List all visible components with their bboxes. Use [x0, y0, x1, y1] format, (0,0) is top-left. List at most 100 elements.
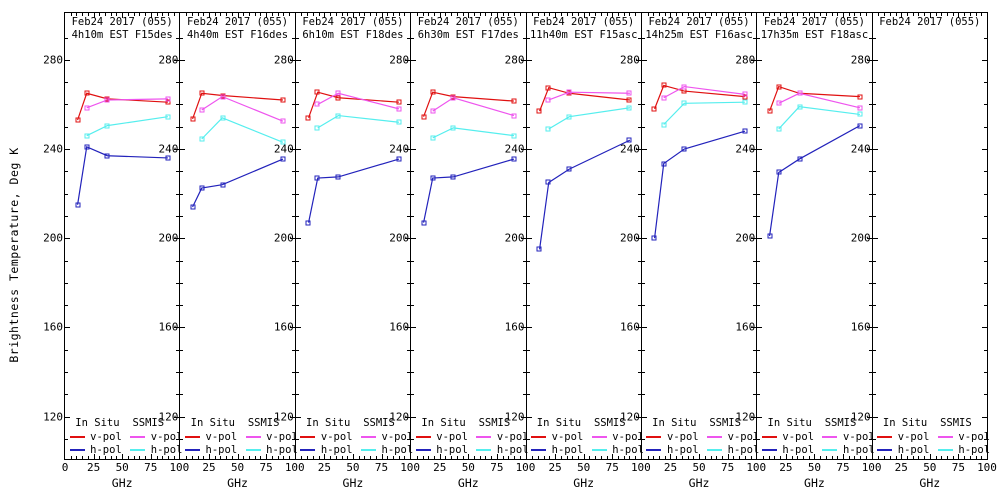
y-minor-tick: [637, 349, 641, 351]
x-minor-tick: [220, 456, 222, 459]
ssmis-vpol-swatch: [360, 436, 376, 438]
x-minor-tick: [254, 456, 256, 459]
x-minor-tick: [629, 13, 631, 16]
y-minor-tick: [757, 104, 761, 106]
x-minor-tick: [519, 13, 521, 16]
x-minor-tick: [167, 456, 169, 459]
ssmis-hpol-marker: [104, 123, 110, 129]
ssmis-hpol-marker: [661, 122, 667, 127]
x-major-tick: [468, 13, 470, 18]
insitu-vpol-label: v-pol: [205, 431, 238, 443]
y-minor-tick: [291, 349, 295, 351]
x-minor-tick: [271, 456, 273, 459]
y-minor-tick: [407, 171, 411, 173]
y-minor-tick: [637, 193, 641, 195]
x-minor-tick: [127, 456, 129, 459]
y-minor-tick: [411, 82, 415, 84]
y-major-tick: [526, 327, 532, 329]
ssmis-vpol-marker: [335, 90, 341, 96]
x-minor-tick: [831, 13, 833, 16]
y-minor-tick: [753, 438, 757, 440]
series-lines: [65, 13, 179, 459]
panel-title: Feb24 2017 (055): [186, 16, 289, 28]
y-minor-tick: [65, 193, 68, 195]
y-minor-tick: [868, 126, 872, 128]
y-minor-tick: [984, 372, 987, 374]
x-minor-tick: [716, 456, 718, 459]
y-minor-tick: [637, 372, 641, 374]
y-major-tick: [757, 416, 763, 418]
x-minor-tick: [797, 456, 799, 459]
y-minor-tick: [526, 193, 530, 195]
x-minor-tick: [549, 456, 551, 459]
panel-subtitle: 4h10m EST F15des: [71, 29, 173, 41]
y-minor-tick: [180, 438, 184, 440]
x-minor-tick: [618, 13, 619, 16]
ssmis-hpol-line: [664, 102, 745, 124]
ssmis-hpol-swatch: [130, 449, 146, 451]
x-minor-tick: [191, 13, 193, 16]
insitu-hpol-label: h-pol: [551, 444, 584, 456]
y-minor-tick: [757, 349, 761, 351]
x-minor-tick: [952, 456, 954, 459]
x-major-tick: [612, 454, 614, 459]
y-major-tick: [526, 59, 532, 61]
x-minor-tick: [375, 456, 377, 459]
y-minor-tick: [407, 438, 411, 440]
series-lines: [527, 13, 641, 459]
y-minor-tick: [522, 260, 526, 262]
x-minor-tick: [474, 456, 476, 459]
panel-legend: In Situ SSMIS v-pol v-pol h-pol h-pol: [873, 417, 990, 458]
y-minor-tick: [522, 349, 526, 351]
x-minor-tick: [330, 13, 332, 16]
y-major-tick: [982, 59, 987, 61]
x-minor-tick: [502, 456, 504, 459]
y-minor-tick: [872, 282, 876, 284]
y-major-tick: [982, 238, 987, 240]
panel-legend: In Situ SSMIS v-pol v-pol h-pol h-pol: [411, 417, 529, 458]
x-minor-tick: [116, 13, 118, 16]
x-axis-title: GHz: [227, 476, 248, 490]
x-minor-tick: [780, 456, 782, 459]
x-minor-tick: [774, 13, 776, 16]
x-minor-tick: [231, 456, 233, 459]
y-minor-tick: [291, 104, 295, 106]
y-minor-tick: [295, 215, 299, 217]
y-minor-tick: [291, 171, 295, 173]
ssmis-vpol-marker: [84, 105, 90, 111]
y-axis-title: Brightness Temperature, Deg K: [7, 147, 21, 363]
y-minor-tick: [411, 37, 415, 39]
y-major-tick: [174, 416, 180, 418]
panel-subtitle: 4h40m EST F16des: [186, 29, 289, 41]
y-major-tick: [526, 416, 532, 418]
legend-header-ssmis: SSMIS: [132, 417, 165, 429]
y-minor-tick: [295, 438, 299, 440]
legend-header-insitu: In Situ: [652, 417, 697, 429]
insitu-hpol-line: [424, 159, 514, 223]
x-minor-tick: [260, 13, 262, 16]
y-major-tick: [411, 59, 417, 61]
x-minor-tick: [854, 13, 856, 16]
x-minor-tick: [803, 13, 804, 16]
x-minor-tick: [434, 13, 435, 16]
insitu-hpol-marker: [626, 137, 632, 143]
y-minor-tick: [522, 82, 526, 84]
y-minor-tick: [872, 372, 876, 374]
x-major-tick: [352, 13, 354, 18]
x-minor-tick: [133, 13, 135, 16]
x-minor-tick: [676, 456, 678, 459]
y-major-tick: [405, 238, 411, 240]
x-minor-tick: [422, 456, 424, 459]
y-major-tick: [65, 327, 70, 329]
y-minor-tick: [295, 372, 299, 374]
y-tick-label: 280: [735, 53, 756, 67]
x-minor-tick: [797, 13, 799, 16]
x-minor-tick: [664, 456, 666, 459]
y-minor-tick: [522, 305, 526, 307]
insitu-hpol-label: h-pol: [782, 444, 815, 456]
y-tick-label: 200: [504, 231, 525, 245]
y-minor-tick: [872, 193, 876, 195]
y-major-tick: [872, 238, 878, 240]
x-minor-tick: [116, 456, 118, 459]
x-minor-tick: [659, 13, 661, 16]
